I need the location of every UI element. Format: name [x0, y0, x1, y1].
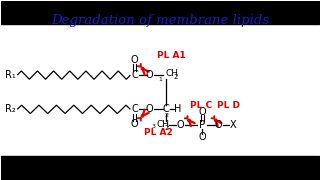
Text: O: O — [199, 107, 206, 117]
Text: R₂: R₂ — [4, 104, 15, 114]
Text: O: O — [199, 132, 206, 142]
Text: X: X — [229, 120, 236, 130]
Text: 3: 3 — [152, 123, 156, 129]
Text: 1: 1 — [158, 77, 162, 82]
Text: PL C: PL C — [190, 101, 212, 110]
Circle shape — [141, 68, 144, 70]
Text: O: O — [131, 119, 138, 129]
Text: O: O — [214, 120, 222, 130]
Text: R₁: R₁ — [4, 70, 15, 80]
Text: C: C — [131, 104, 138, 114]
Text: C: C — [162, 104, 169, 114]
Text: 2: 2 — [173, 74, 177, 80]
Text: C: C — [131, 70, 138, 80]
Text: 2: 2 — [164, 125, 169, 131]
Text: H: H — [173, 104, 181, 114]
Text: O: O — [146, 104, 154, 114]
Text: CH: CH — [165, 69, 179, 78]
Text: Degradation of membrane lipids: Degradation of membrane lipids — [51, 14, 269, 26]
Text: O: O — [131, 55, 138, 65]
Text: PL A1: PL A1 — [157, 51, 186, 60]
Circle shape — [141, 115, 144, 117]
Text: PL A2: PL A2 — [144, 128, 173, 137]
Circle shape — [188, 119, 190, 122]
Circle shape — [214, 119, 217, 122]
Text: CH: CH — [157, 120, 170, 129]
Text: P: P — [199, 120, 205, 130]
Text: O: O — [146, 70, 154, 80]
Text: O: O — [176, 120, 184, 130]
Text: PL D: PL D — [217, 101, 240, 110]
Text: 2: 2 — [164, 113, 168, 118]
